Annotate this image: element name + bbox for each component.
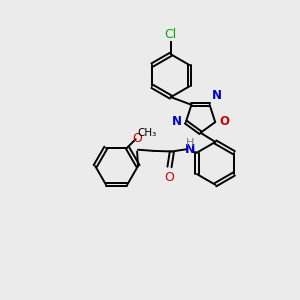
Text: N: N (212, 89, 222, 102)
Text: N: N (172, 115, 182, 128)
Text: N: N (185, 142, 196, 156)
Text: Cl: Cl (165, 28, 177, 41)
Text: O: O (165, 171, 174, 184)
Text: O: O (133, 132, 142, 145)
Text: CH₃: CH₃ (137, 128, 156, 138)
Text: H: H (186, 138, 194, 148)
Text: O: O (219, 115, 230, 128)
